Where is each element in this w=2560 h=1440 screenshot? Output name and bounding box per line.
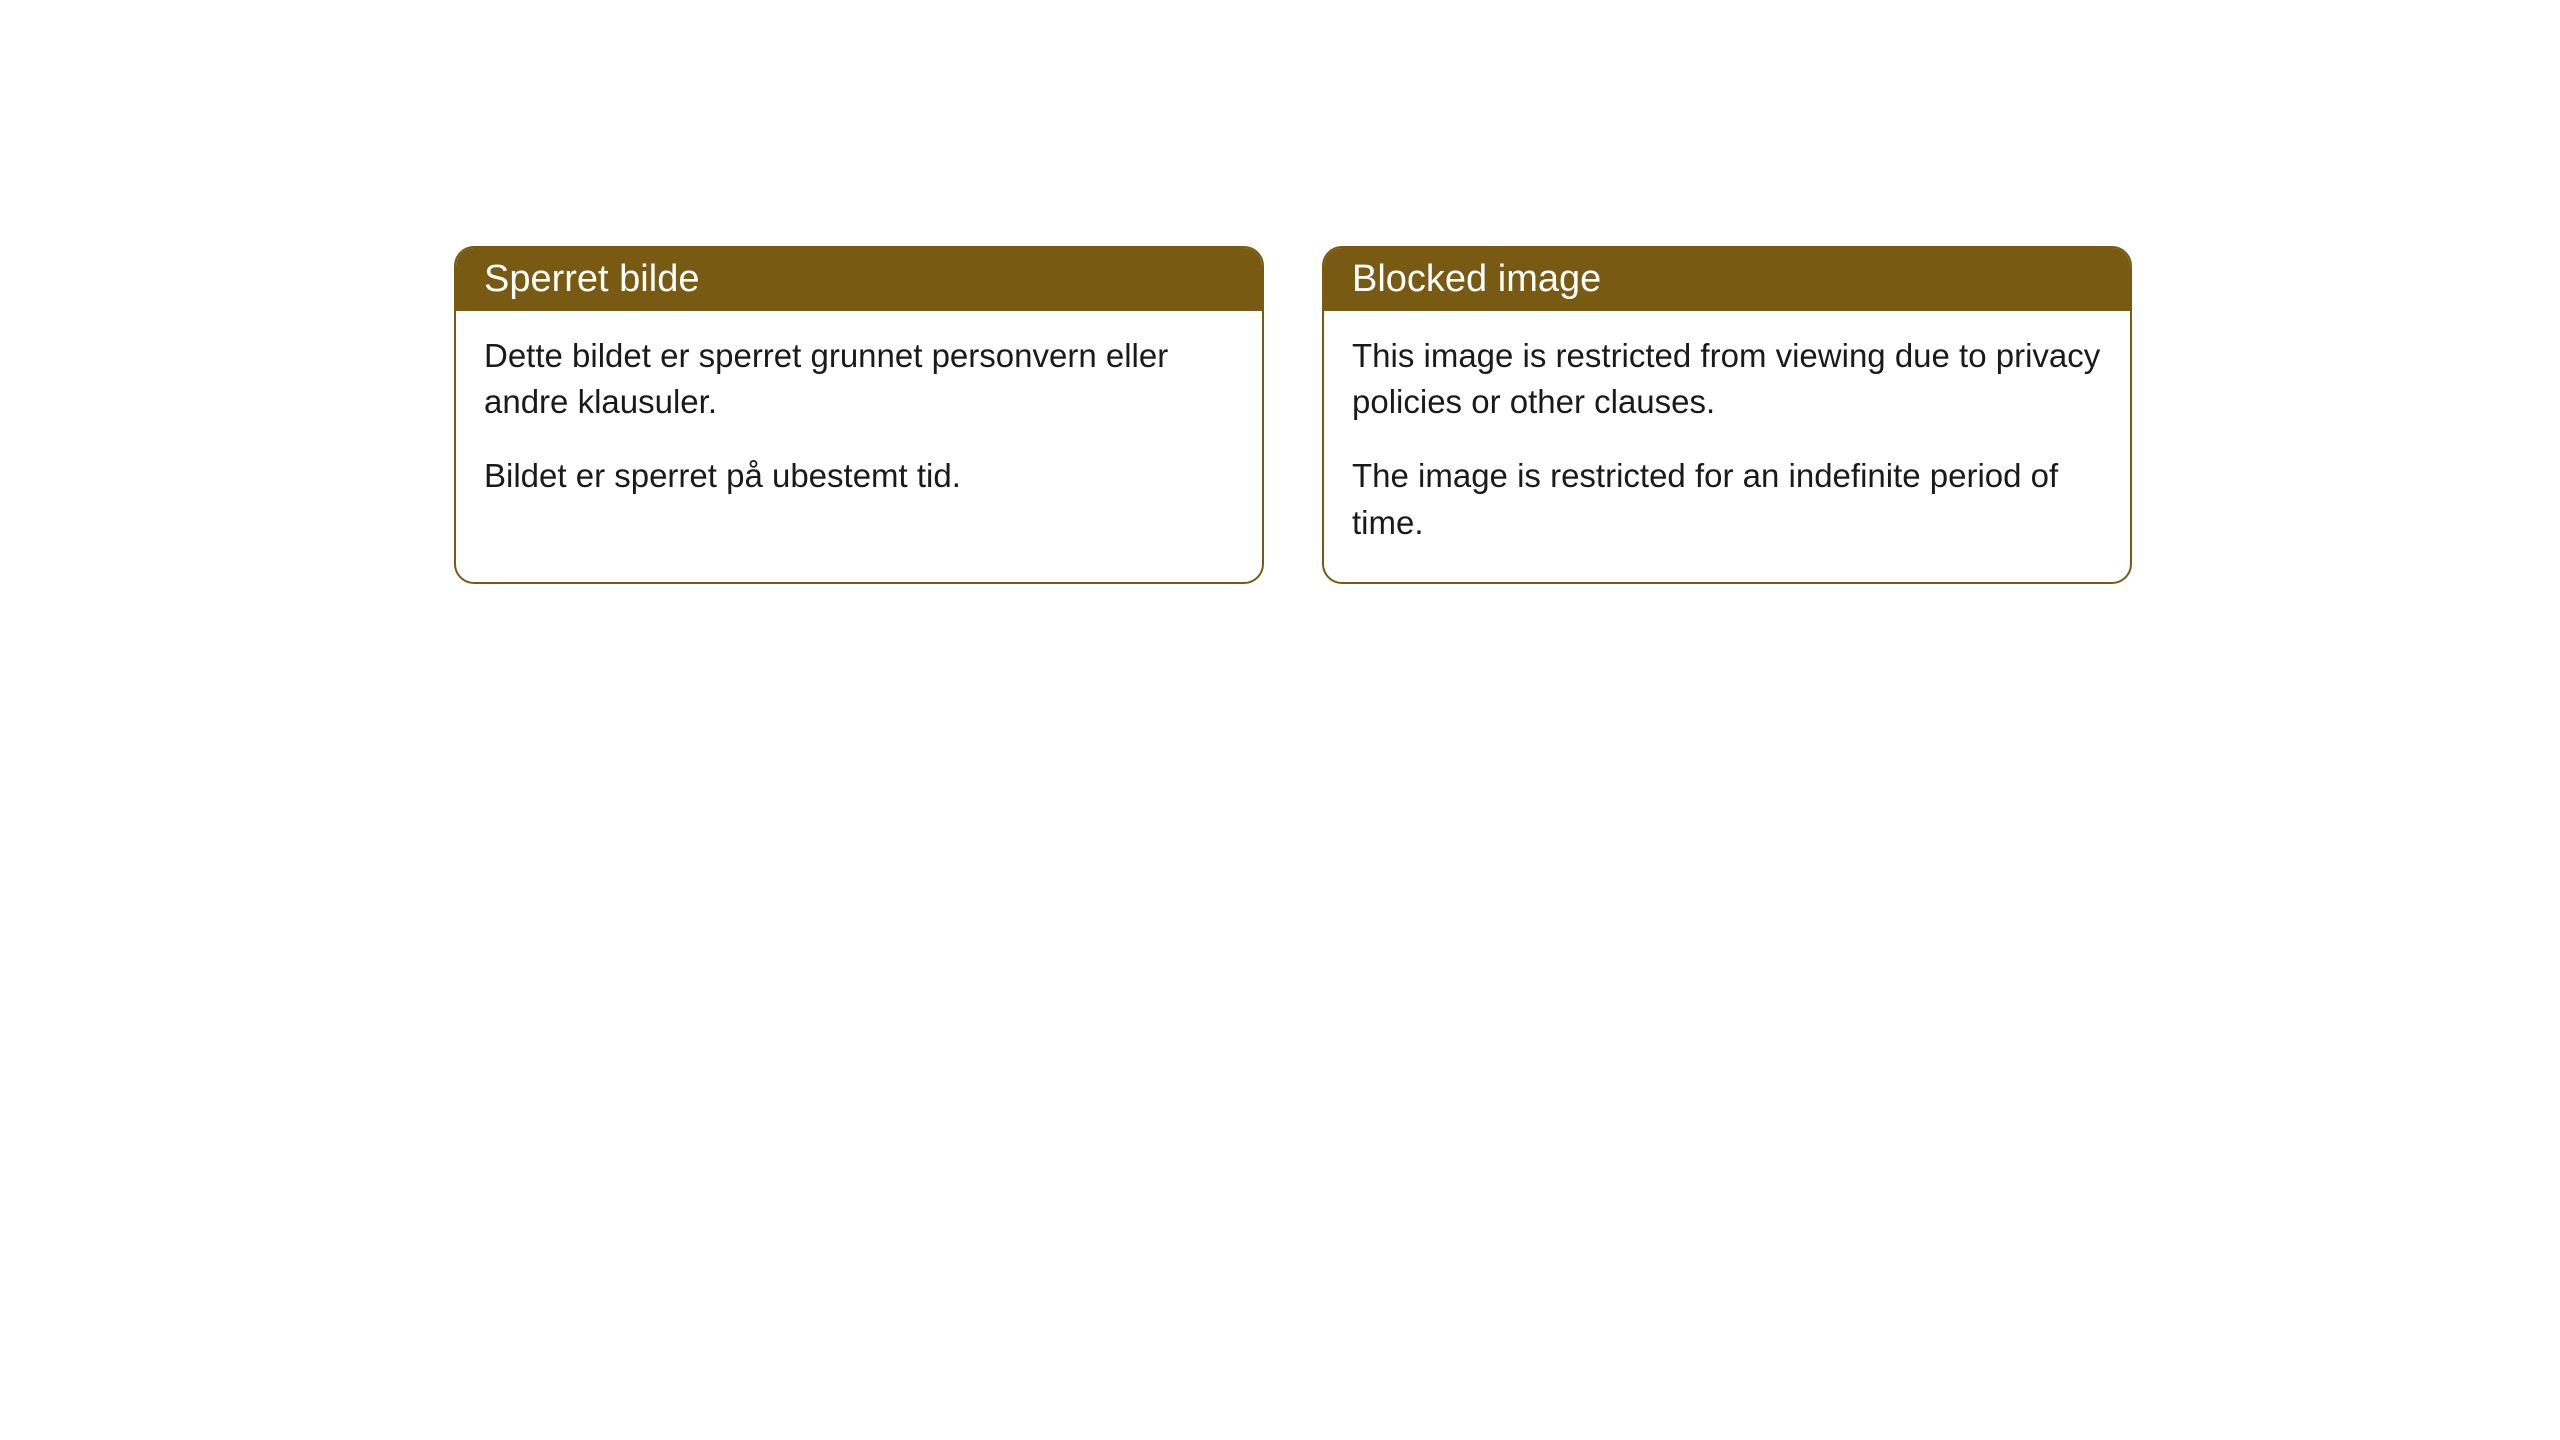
card-body-no: Dette bildet er sperret grunnet personve… bbox=[456, 311, 1262, 536]
card-paragraph-en-1: This image is restricted from viewing du… bbox=[1352, 333, 2102, 425]
card-header-no: Sperret bilde bbox=[456, 248, 1262, 311]
card-title-no: Sperret bilde bbox=[484, 258, 699, 300]
cards-container: Sperret bilde Dette bildet er sperret gr… bbox=[454, 246, 2132, 584]
card-header-en: Blocked image bbox=[1324, 248, 2130, 311]
card-body-en: This image is restricted from viewing du… bbox=[1324, 311, 2130, 582]
card-paragraph-no-2: Bildet er sperret på ubestemt tid. bbox=[484, 453, 1234, 499]
card-paragraph-en-2: The image is restricted for an indefinit… bbox=[1352, 453, 2102, 545]
card-title-en: Blocked image bbox=[1352, 258, 1601, 300]
card-paragraph-no-1: Dette bildet er sperret grunnet personve… bbox=[484, 333, 1234, 425]
blocked-image-card-no: Sperret bilde Dette bildet er sperret gr… bbox=[454, 246, 1264, 584]
blocked-image-card-en: Blocked image This image is restricted f… bbox=[1322, 246, 2132, 584]
